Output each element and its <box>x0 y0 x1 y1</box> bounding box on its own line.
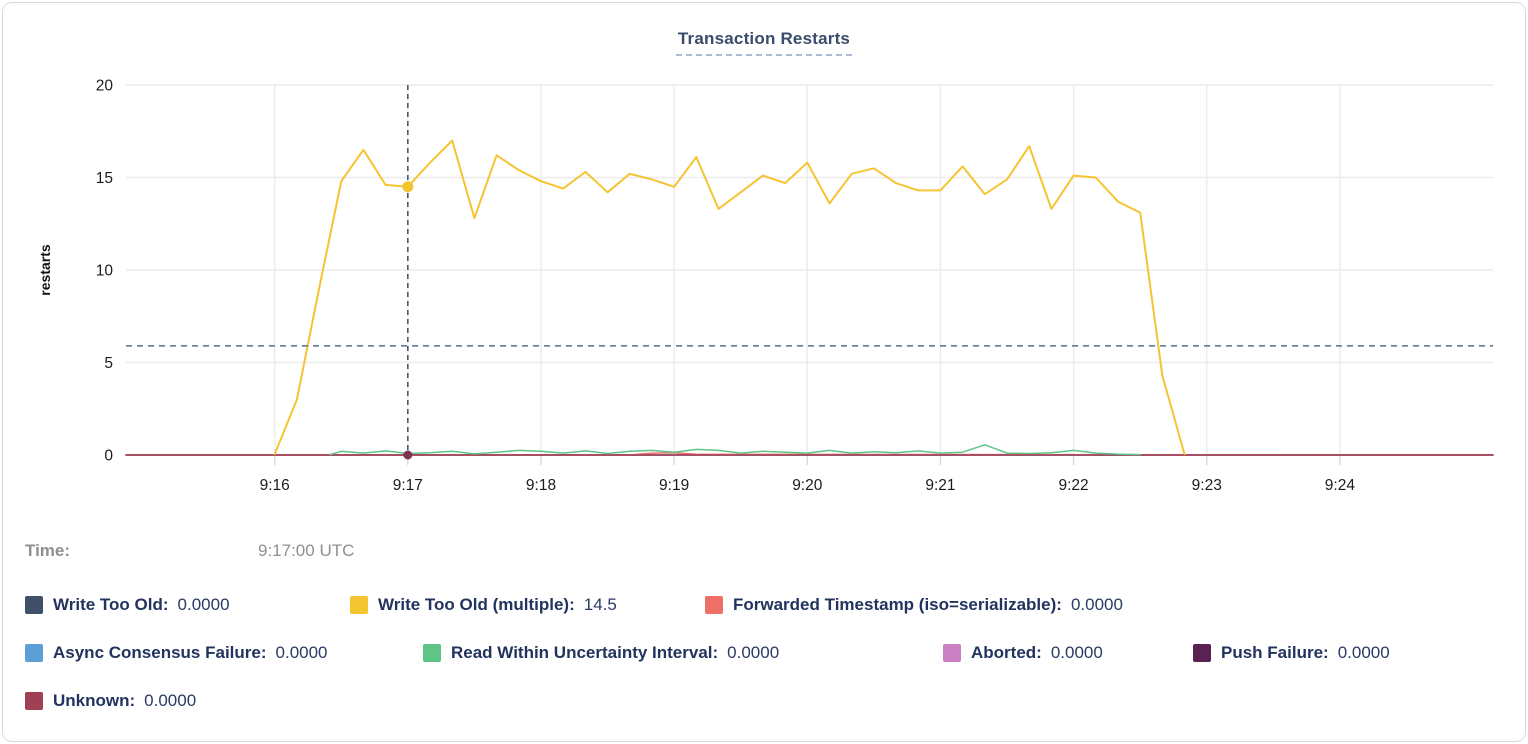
legend-value: 14.5 <box>583 595 617 614</box>
unknown-swatch-icon <box>25 692 43 710</box>
legend-value: 0.0000 <box>1050 643 1103 662</box>
x-tick-label: 9:22 <box>1058 477 1088 494</box>
x-tick-label: 9:24 <box>1325 477 1356 494</box>
read-within-uncertainty-swatch-icon <box>423 644 441 662</box>
legend-value: 0.0000 <box>1070 595 1123 614</box>
legend-label: Async Consensus Failure: <box>53 643 267 662</box>
legend-value: 0.0000 <box>177 595 230 614</box>
hover-dot <box>402 181 414 193</box>
aborted-swatch-icon <box>943 644 961 662</box>
chart-title-wrap: Transaction Restarts <box>3 29 1525 56</box>
legend-item-write-too-old: Write Too Old: 0.0000 <box>25 595 350 615</box>
y-tick-label: 20 <box>96 78 114 95</box>
legend-item-aborted: Aborted: 0.0000 <box>943 643 1193 663</box>
write-too-old-multiple-swatch-icon <box>350 596 368 614</box>
legend-item-forwarded-timestamp: Forwarded Timestamp (iso=serializable): … <box>705 595 1123 615</box>
x-tick-label: 9:18 <box>526 477 556 494</box>
legend-item-write-too-old-multiple: Write Too Old (multiple): 14.5 <box>350 595 705 615</box>
series-line-write-too-old-multiple- <box>273 139 1186 456</box>
legend-item-async-consensus-failure: Async Consensus Failure: 0.0000 <box>25 643 423 663</box>
legend-label: Aborted: <box>971 643 1042 662</box>
x-tick-label: 9:17 <box>393 477 423 494</box>
y-axis-title: restarts <box>37 244 53 296</box>
async-consensus-failure-swatch-icon <box>25 644 43 662</box>
legend-row-1: Write Too Old: 0.0000 Write Too Old (mul… <box>3 592 1123 618</box>
series-line-read-within-uncertainty-interval <box>329 444 1141 456</box>
x-tick-label: 9:19 <box>659 477 689 494</box>
hover-time-row: Time: 9:17:00 UTC <box>3 541 1525 565</box>
y-tick-label: 10 <box>96 263 114 280</box>
y-tick-label: 0 <box>104 448 113 465</box>
legend-label: Forwarded Timestamp (iso=serializable): <box>733 595 1062 614</box>
x-tick-label: 9:20 <box>792 477 823 494</box>
time-value: 9:17:00 UTC <box>258 541 355 560</box>
legend-item-unknown: Unknown: 0.0000 <box>25 691 196 711</box>
y-tick-label: 5 <box>104 355 113 372</box>
x-tick-label: 9:23 <box>1192 477 1222 494</box>
time-label: Time: <box>25 541 71 560</box>
legend-label: Write Too Old: <box>53 595 169 614</box>
transaction-restarts-chart[interactable]: 0 5 10 15 20 9:16 9:17 9:18 9:19 9:20 9:21 9:22 9:23… <box>3 3 1528 523</box>
push-failure-swatch-icon <box>1193 644 1211 662</box>
legend-value: 0.0000 <box>1337 643 1390 662</box>
write-too-old-swatch-icon <box>25 596 43 614</box>
legend-item-read-within-uncertainty: Read Within Uncertainty Interval: 0.0000 <box>423 643 943 663</box>
legend-label: Unknown: <box>53 691 136 710</box>
x-tick-label: 9:16 <box>260 477 290 494</box>
chart-title: Transaction Restarts <box>675 29 853 56</box>
legend-value: 0.0000 <box>144 691 197 710</box>
hover-dot <box>403 450 413 460</box>
legend-label: Push Failure: <box>1221 643 1329 662</box>
legend-item-push-failure: Push Failure: 0.0000 <box>1193 643 1390 663</box>
legend-row-3: Unknown: 0.0000 <box>3 688 196 714</box>
legend-label: Read Within Uncertainty Interval: <box>451 643 719 662</box>
legend-value: 0.0000 <box>727 643 780 662</box>
legend-value: 0.0000 <box>275 643 328 662</box>
y-tick-label: 15 <box>96 170 113 187</box>
x-tick-label: 9:21 <box>925 477 955 494</box>
forwarded-timestamp-swatch-icon <box>705 596 723 614</box>
legend-row-2: Async Consensus Failure: 0.0000 Read Wit… <box>3 640 1390 666</box>
legend-label: Write Too Old (multiple): <box>378 595 575 614</box>
